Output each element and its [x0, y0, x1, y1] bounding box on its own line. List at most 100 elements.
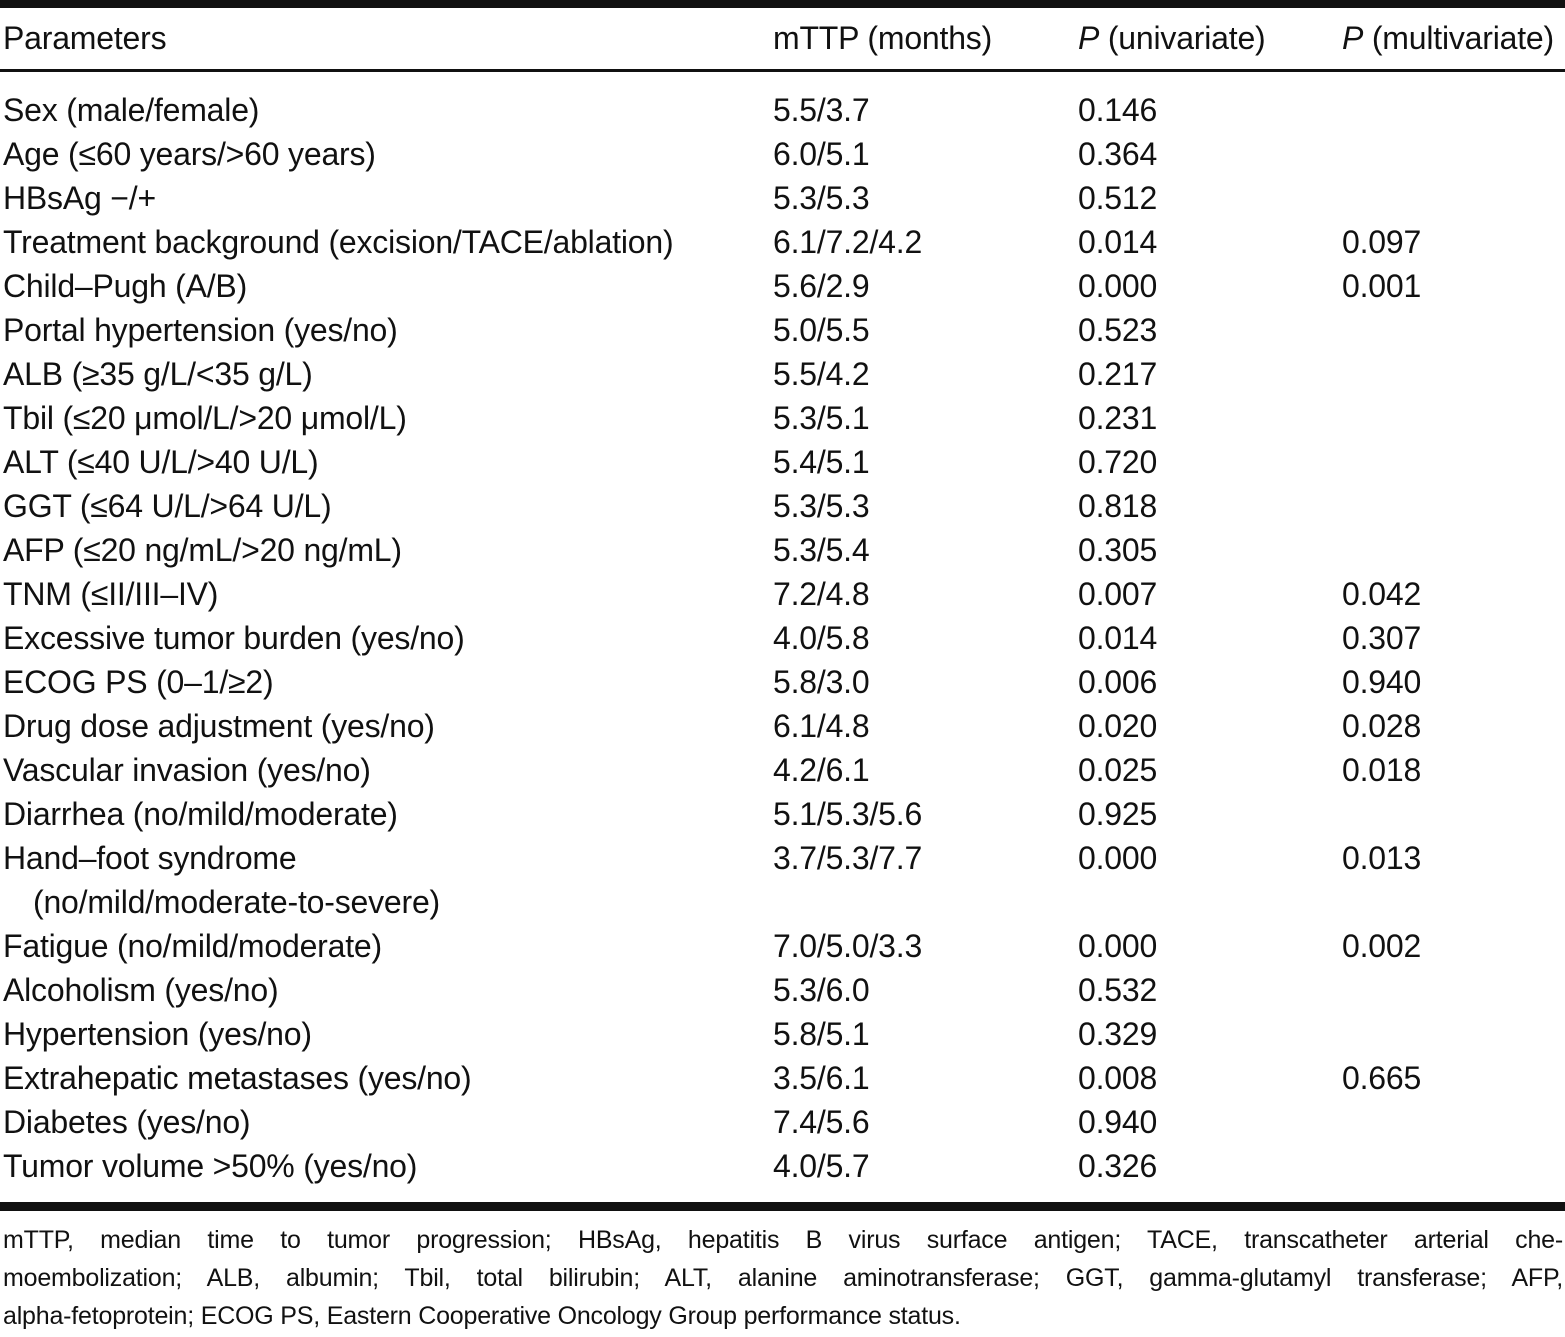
mttp-cell: 5.5/3.7 — [773, 92, 870, 128]
mttp-cell: 5.5/4.2 — [773, 356, 870, 392]
p-univariate-cell: 0.329 — [1078, 1016, 1158, 1052]
param-text: Vascular invasion (yes/no) — [3, 752, 371, 788]
mttp-cell: 5.3/5.3 — [773, 180, 870, 216]
param-cell: Excessive tumor burden (yes/no) — [3, 616, 773, 660]
p-univariate-cell: 0.326 — [1078, 1148, 1158, 1184]
column-header-p-multivariate-label: (multivariate) — [1363, 20, 1554, 56]
table-body: Sex (male/female) 5.5/3.7 0.146 Age (≤60… — [0, 72, 1565, 1211]
param-cell: AFP (≤20 ng/mL/>20 ng/mL) — [3, 528, 773, 572]
param-text: AFP (≤20 ng/mL/>20 ng/mL) — [3, 532, 402, 568]
p-multivariate-cell: 0.018 — [1342, 752, 1422, 788]
param-text: Excessive tumor burden (yes/no) — [3, 620, 465, 656]
p-univariate-cell: 0.025 — [1078, 752, 1158, 788]
mttp-cell: 6.1/7.2/4.2 — [773, 224, 923, 260]
table-row: Age (≤60 years/>60 years) 6.0/5.1 0.364 — [0, 132, 1565, 176]
table-row: Sex (male/female) 5.5/3.7 0.146 — [0, 88, 1565, 132]
column-header-mttp: mTTP (months) — [773, 20, 993, 56]
param-cell: Hand–foot syndrome (no/mild/moderate-to-… — [3, 836, 773, 924]
param-cell: Hypertension (yes/no) — [3, 1012, 773, 1056]
param-text: ALB (≥35 g/L/<35 g/L) — [3, 356, 313, 392]
column-header-p-multivariate: P (multivariate) — [1342, 20, 1565, 57]
param-text: Fatigue (no/mild/moderate) — [3, 928, 382, 964]
param-cell: ALB (≥35 g/L/<35 g/L) — [3, 352, 773, 396]
table-row: ECOG PS (0–1/≥2) 5.8/3.0 0.006 0.940 — [0, 660, 1565, 704]
footnote-line: moembolization; ALB, albumin; Tbil, tota… — [3, 1264, 1563, 1292]
p-univariate-cell: 0.217 — [1078, 356, 1158, 392]
p-univariate-cell: 0.014 — [1078, 224, 1158, 260]
param-text: Alcoholism (yes/no) — [3, 972, 279, 1008]
table-row: Diarrhea (no/mild/moderate) 5.1/5.3/5.6 … — [0, 792, 1565, 836]
p-univariate-cell: 0.007 — [1078, 576, 1158, 612]
p-multivariate-cell: 0.002 — [1342, 928, 1422, 964]
param-cell: HBsAg −/+ — [3, 176, 773, 220]
p-univariate-cell: 0.305 — [1078, 532, 1158, 568]
table-row: Extrahepatic metastases (yes/no) 3.5/6.1… — [0, 1056, 1565, 1100]
param-text: Extrahepatic metastases (yes/no) — [3, 1060, 472, 1096]
table-row: Tbil (≤20 μmol/L/>20 μmol/L) 5.3/5.1 0.2… — [0, 396, 1565, 440]
param-cell: Vascular invasion (yes/no) — [3, 748, 773, 792]
table-row: Alcoholism (yes/no) 5.3/6.0 0.532 — [0, 968, 1565, 1012]
column-header-parameters: Parameters — [3, 20, 167, 56]
p-multivariate-cell: 0.028 — [1342, 708, 1422, 744]
table-row: ALB (≥35 g/L/<35 g/L) 5.5/4.2 0.217 — [0, 352, 1565, 396]
param-text: Age (≤60 years/>60 years) — [3, 136, 376, 172]
p-univariate-cell: 0.000 — [1078, 268, 1158, 304]
p-univariate-cell: 0.146 — [1078, 92, 1158, 128]
p-multivariate-cell: 0.001 — [1342, 268, 1422, 304]
column-header-p-univariate: P (univariate) — [1078, 20, 1342, 57]
param-cell: Tumor volume >50% (yes/no) — [3, 1144, 773, 1188]
p-univariate-cell: 0.364 — [1078, 136, 1158, 172]
param-cell: Portal hypertension (yes/no) — [3, 308, 773, 352]
param-cell: Drug dose adjustment (yes/no) — [3, 704, 773, 748]
p-multivariate-cell: 0.042 — [1342, 576, 1422, 612]
p-univariate-cell: 0.532 — [1078, 972, 1158, 1008]
p-univariate-cell: 0.014 — [1078, 620, 1158, 656]
p-italic-symbol: P — [1342, 20, 1364, 56]
p-univariate-cell: 0.020 — [1078, 708, 1158, 744]
table-row: Hypertension (yes/no) 5.8/5.1 0.329 — [0, 1012, 1565, 1056]
column-header-p-univariate-label: (univariate) — [1099, 20, 1266, 56]
p-univariate-cell: 0.231 — [1078, 400, 1158, 436]
param-cell: Alcoholism (yes/no) — [3, 968, 773, 1012]
p-multivariate-cell: 0.013 — [1342, 840, 1422, 876]
p-multivariate-cell: 0.307 — [1342, 620, 1422, 656]
param-text: Drug dose adjustment (yes/no) — [3, 708, 435, 744]
p-multivariate-cell: 0.097 — [1342, 224, 1422, 260]
table-row: Portal hypertension (yes/no) 5.0/5.5 0.5… — [0, 308, 1565, 352]
mttp-cell: 5.8/5.1 — [773, 1016, 870, 1052]
param-text: Hypertension (yes/no) — [3, 1016, 312, 1052]
param-cell: ALT (≤40 U/L/>40 U/L) — [3, 440, 773, 484]
table-row: Diabetes (yes/no) 7.4/5.6 0.940 — [0, 1100, 1565, 1144]
mttp-cell: 4.0/5.7 — [773, 1148, 870, 1184]
p-univariate-cell: 0.006 — [1078, 664, 1158, 700]
param-text: Tumor volume >50% (yes/no) — [3, 1148, 418, 1184]
param-cell: Child–Pugh (A/B) — [3, 264, 773, 308]
p-univariate-cell: 0.818 — [1078, 488, 1158, 524]
param-text: Portal hypertension (yes/no) — [3, 312, 398, 348]
mttp-cell: 6.1/4.8 — [773, 708, 870, 744]
param-text: ECOG PS (0–1/≥2) — [3, 664, 274, 700]
p-multivariate-cell: 0.665 — [1342, 1060, 1422, 1096]
param-text: Tbil (≤20 μmol/L/>20 μmol/L) — [3, 400, 407, 436]
param-text: Sex (male/female) — [3, 92, 260, 128]
p-multivariate-cell: 0.940 — [1342, 664, 1422, 700]
mttp-cell: 5.8/3.0 — [773, 664, 870, 700]
param-text: HBsAg −/+ — [3, 180, 156, 216]
table-row: Fatigue (no/mild/moderate) 7.0/5.0/3.3 0… — [0, 924, 1565, 968]
param-text: GGT (≤64 U/L/>64 U/L) — [3, 488, 332, 524]
param-cell: GGT (≤64 U/L/>64 U/L) — [3, 484, 773, 528]
param-text: TNM (≤II/III–IV) — [3, 576, 219, 612]
param-cell: Diarrhea (no/mild/moderate) — [3, 792, 773, 836]
p-univariate-cell: 0.000 — [1078, 928, 1158, 964]
table-row: Child–Pugh (A/B) 5.6/2.9 0.000 0.001 — [0, 264, 1565, 308]
table-header-row: Parameters mTTP (months) P (univariate) … — [0, 8, 1565, 72]
param-cell: TNM (≤II/III–IV) — [3, 572, 773, 616]
param-cell: Age (≤60 years/>60 years) — [3, 132, 773, 176]
param-cell: Sex (male/female) — [3, 88, 773, 132]
p-univariate-cell: 0.000 — [1078, 840, 1158, 876]
table-row: Tumor volume >50% (yes/no) 4.0/5.7 0.326 — [0, 1144, 1565, 1188]
footnote-line: mTTP, median time to tumor progression; … — [3, 1226, 1563, 1254]
mttp-cell: 4.2/6.1 — [773, 752, 870, 788]
mttp-cell: 6.0/5.1 — [773, 136, 870, 172]
